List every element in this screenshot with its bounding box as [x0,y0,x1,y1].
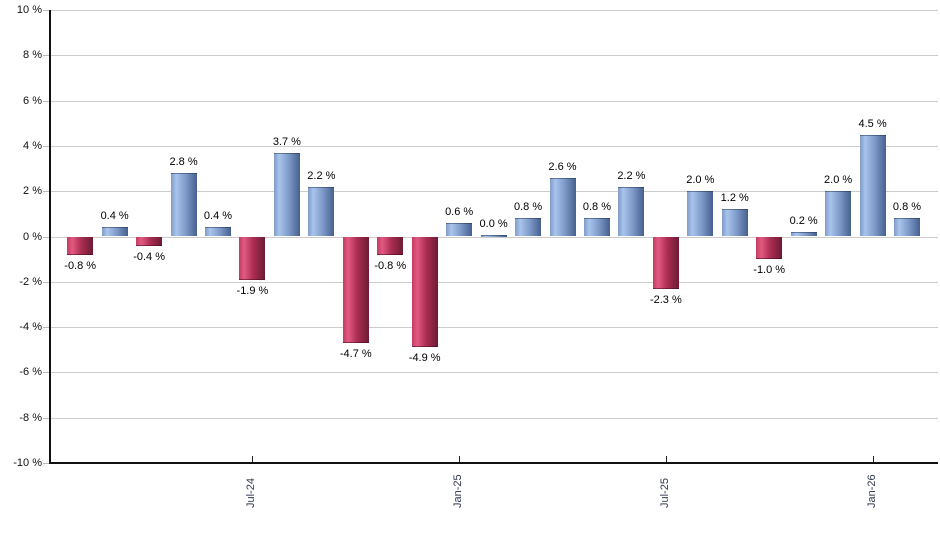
bar [583,218,610,237]
y-axis-label: -6 % [19,366,42,379]
bar-value-label: 0.4 % [203,210,233,223]
bar-value-label: 0.4 % [100,210,129,223]
bar [101,227,128,237]
x-axis-label: Jul-24 [245,478,258,508]
bar-value-label: 0.0 % [479,217,508,230]
x-axis-label: Jul-25 [658,478,671,508]
gridline [51,55,938,57]
x-axis-tick [665,456,667,462]
x-axis-tick [872,456,874,462]
bar [67,236,94,255]
bar [205,227,231,237]
bar-value-label: -0.8 % [374,259,407,272]
gridline [51,236,938,238]
bar [136,236,163,246]
bar [756,236,783,260]
x-axis-tick [252,456,254,462]
gridline [51,10,938,11]
bar [618,186,645,237]
bar [515,218,542,237]
bar-value-label: -4.9 % [408,352,441,365]
y-axis-line [49,10,51,464]
y-axis-tick [43,417,49,419]
gridline [51,100,938,102]
bar [894,218,920,237]
x-axis-line [49,462,938,464]
y-axis-label: 6 % [23,94,42,107]
bar [273,152,300,237]
y-axis-tick [43,281,49,283]
bar-value-label: -0.4 % [133,250,165,263]
bar [377,236,404,255]
bar-value-label: 2.2 % [617,169,646,182]
bar-value-label: -0.8 % [64,259,97,272]
y-axis-tick [43,372,49,374]
bar [446,222,473,237]
gridline [51,191,938,193]
y-axis-tick [43,100,49,102]
gridline [51,281,938,283]
gridline [51,372,938,374]
gridline [51,327,938,329]
y-axis-tick [43,236,49,238]
y-axis-tick [43,55,49,57]
gridline [51,145,938,147]
y-axis-tick [43,145,49,147]
bar-value-label: 3.7 % [272,135,301,148]
bar-value-label: -1.9 % [236,284,269,297]
bar-value-label: -2.3 % [649,293,682,306]
y-axis-label: 4 % [23,139,42,152]
y-axis-label: 2 % [23,185,42,198]
bar-value-label: 0.6 % [445,205,474,218]
y-axis-tick [43,191,49,193]
bar-value-label: 0.2 % [789,214,818,227]
gridline [51,417,938,419]
y-axis-label: -4 % [19,321,42,334]
y-axis-label: 0 % [23,230,42,243]
bar [308,186,335,237]
bar-value-label: 2.0 % [686,174,715,187]
bar [549,177,576,237]
bar [790,231,817,237]
bar [721,209,748,237]
bar [411,236,438,348]
bar [480,234,507,237]
y-axis-label: 8 % [23,49,42,62]
bar-value-label: 2.8 % [169,156,198,169]
y-axis-tick [43,10,49,11]
bar [687,191,714,237]
y-axis-label: -10 % [13,457,42,469]
y-axis-label: 10 % [16,4,42,16]
y-axis-tick [43,327,49,329]
bar-value-label: 2.0 % [824,174,853,187]
bar [170,173,197,237]
y-axis-tick [43,463,49,464]
y-axis-label: -2 % [19,275,42,288]
x-axis-label: Jan-25 [452,474,465,508]
bar-value-label: 4.5 % [858,117,887,130]
bar-value-label: -4.7 % [339,347,372,360]
bar-value-label: 2.2 % [307,169,336,182]
bar [825,191,852,237]
bar [652,236,679,289]
bar [239,236,266,280]
y-axis-label: -8 % [19,411,42,424]
bar-value-label: 0.8 % [582,201,611,214]
bar-value-label: 0.8 % [892,201,922,214]
bar [342,236,369,343]
bar-value-label: 2.6 % [548,160,577,173]
x-axis-label: Jan-26 [865,474,878,508]
bar-value-label: 1.2 % [720,192,749,205]
bar [859,134,886,237]
bar-value-label: -1.0 % [753,264,786,277]
x-axis-tick [459,456,461,462]
bar-value-label: 0.8 % [513,201,543,214]
